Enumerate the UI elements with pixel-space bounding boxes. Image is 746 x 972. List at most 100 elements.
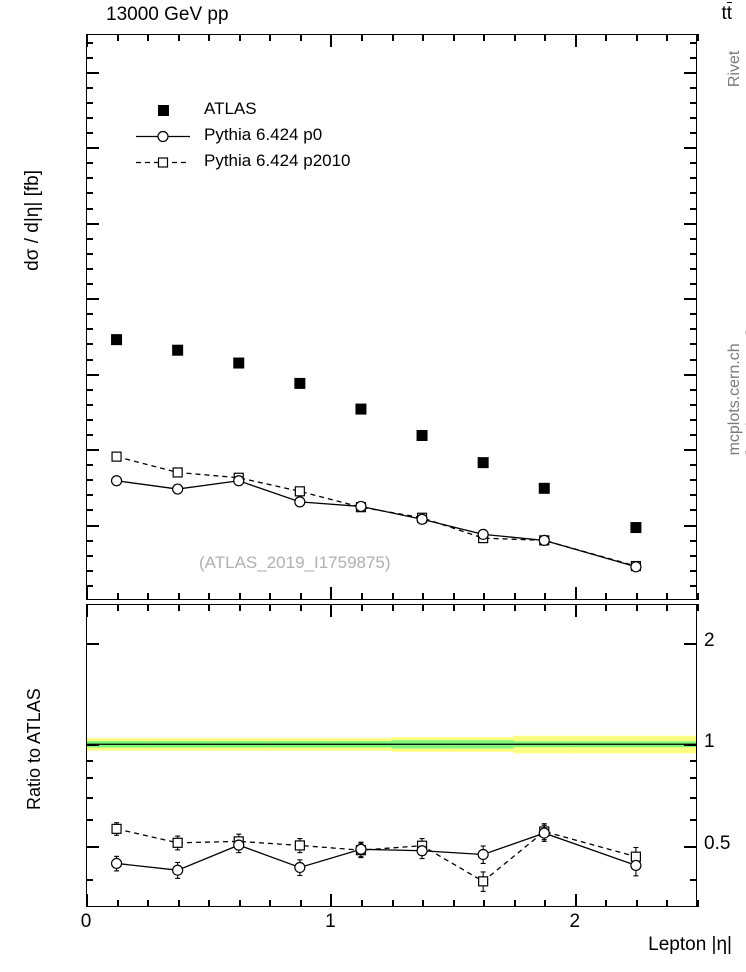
y-tick-main-right xyxy=(690,389,697,391)
x-tick-ratio-top xyxy=(361,604,363,611)
legend-entry: ATLAS xyxy=(128,98,388,124)
marker-open-circle-p0 xyxy=(233,475,245,487)
y-tick-ratio xyxy=(86,797,93,799)
series-line-p2010 xyxy=(116,455,637,567)
x-tick-ratio-bottom xyxy=(147,900,149,907)
y-tick-ratio xyxy=(86,819,93,821)
ratio-marker-open-square-p2010 xyxy=(294,840,305,851)
y-tick-ratio xyxy=(86,777,93,779)
y-tick-main-right xyxy=(690,540,697,542)
x-tick-ratio-bottom xyxy=(575,894,577,907)
marker-filled-square-atlas xyxy=(233,357,245,369)
y-tick-main-right xyxy=(690,132,697,134)
x-tick-ratio-bottom xyxy=(666,900,668,907)
marker-filled-square-atlas xyxy=(477,457,489,469)
y-tick-ratio-right xyxy=(684,744,697,746)
y-tick-main xyxy=(86,328,93,330)
x-tick-ratio-top xyxy=(544,604,546,611)
x-tick-main-bottom xyxy=(483,593,485,600)
x-tick-ratio-bottom xyxy=(514,900,516,907)
process-tbar: t xyxy=(726,2,732,24)
ratio-marker-open-circle-p0 xyxy=(172,864,184,876)
x-tick-main-bottom xyxy=(330,587,332,600)
marker-open-circle-p0 xyxy=(172,483,184,495)
x-tick-ratio-top xyxy=(575,604,577,617)
x-tick-main-bottom xyxy=(269,593,271,600)
y-tick-main-right xyxy=(690,555,697,557)
x-tick-ratio-top xyxy=(483,604,485,611)
legend-marker-solid-line-circle xyxy=(128,124,198,148)
y-tick-main xyxy=(86,404,93,406)
x-tick-ratio-bottom xyxy=(636,900,638,907)
y-tick-main xyxy=(86,540,93,542)
y-tick-main-right xyxy=(690,177,697,179)
main-plot-panel xyxy=(86,34,697,600)
x-tick-ratio-top xyxy=(178,604,180,611)
x-tick-main-top xyxy=(239,34,241,41)
y-tick-ratio xyxy=(86,879,93,881)
y-tick-ratio-right xyxy=(684,643,697,645)
y-tick-main-right xyxy=(690,192,697,194)
x-tick-main-bottom xyxy=(178,593,180,600)
x-tick-main-bottom xyxy=(239,593,241,600)
marker-open-circle-p0 xyxy=(416,513,428,525)
y-tick-main-right xyxy=(690,42,697,44)
ratio-marker-open-circle-p0 xyxy=(630,859,642,872)
x-tick-main-top xyxy=(514,34,516,41)
legend-marker-filled-square xyxy=(128,98,198,122)
y-tick-main xyxy=(86,162,93,164)
x-tick-main-top xyxy=(86,34,88,47)
x-tick-ratio-top xyxy=(330,604,332,617)
ratio-marker-open-circle-p0 xyxy=(538,827,550,839)
x-tick-ratio-top xyxy=(636,604,638,611)
ratio-line-p2010 xyxy=(116,828,637,883)
ratio-marker-open-circle-p0 xyxy=(355,843,367,855)
x-tick-ratio-top xyxy=(147,604,149,611)
x-tick-main-top xyxy=(636,34,638,41)
y-tick-main xyxy=(86,177,93,179)
y-tick-main xyxy=(86,419,93,421)
x-tick-ratio-top xyxy=(605,604,607,611)
x-tick-main-bottom xyxy=(117,593,119,600)
x-tick-main-top xyxy=(575,34,577,47)
y-tick-main-right xyxy=(684,72,697,74)
x-tick-ratio-bottom xyxy=(697,900,699,907)
ratio-marker-open-circle-p0 xyxy=(110,857,123,870)
x-tick-main-top xyxy=(453,34,455,41)
y-tick-main xyxy=(86,117,93,119)
x-tick-main-bottom xyxy=(697,593,699,600)
ratio-marker-open-square-p2010 xyxy=(111,823,122,834)
marker-filled-square-atlas xyxy=(538,482,550,494)
process-t1: t xyxy=(721,3,727,24)
ratio-marker-open-circle-p0 xyxy=(233,839,245,851)
y-tick-main-right xyxy=(690,509,697,511)
x-tick-label: 2 xyxy=(569,911,581,932)
x-tick-main-bottom xyxy=(636,593,638,600)
ratio-marker-open-circle-p0 xyxy=(477,848,489,861)
mcplots-citation-caption: mcplots.cern.ch [arXiv:1306.3436] xyxy=(726,330,746,456)
y-tick-main-right xyxy=(690,419,697,421)
x-tick-main-bottom xyxy=(544,593,546,600)
x-tick-ratio-top xyxy=(453,604,455,611)
analysis-id-watermark: (ATLAS_2019_I1759875) xyxy=(199,553,391,572)
x-tick-main-top xyxy=(117,34,119,41)
x-tick-main-top xyxy=(330,34,332,47)
y-tick-main-right xyxy=(690,404,697,406)
x-tick-main-top xyxy=(361,34,363,41)
y-tick-main xyxy=(86,343,93,345)
x-tick-ratio-bottom xyxy=(178,900,180,907)
y-tick-main xyxy=(86,509,93,511)
y-tick-main-right xyxy=(690,283,697,285)
y-tick-main-right xyxy=(690,117,697,119)
y-tick-main xyxy=(86,389,93,391)
x-tick-ratio-bottom xyxy=(330,894,332,907)
y-tick-main xyxy=(86,494,93,496)
y-tick-main-right xyxy=(690,162,697,164)
x-tick-main-bottom xyxy=(422,593,424,600)
y-axis-title-main: dσ / d|η| [fb] xyxy=(22,170,43,271)
y-tick-main xyxy=(86,72,99,74)
y-tick-main xyxy=(86,525,99,527)
x-tick-main-bottom xyxy=(300,593,302,600)
y-tick-ratio xyxy=(86,760,93,762)
y-tick-main xyxy=(86,147,99,149)
